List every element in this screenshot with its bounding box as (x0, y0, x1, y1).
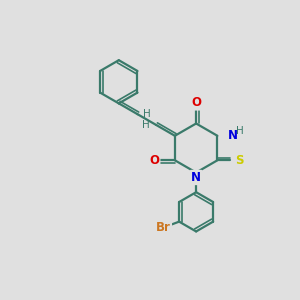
Text: N: N (228, 129, 238, 142)
Text: Br: Br (156, 221, 171, 234)
Text: N: N (191, 171, 201, 184)
Text: O: O (149, 154, 159, 167)
Text: S: S (235, 154, 243, 167)
Text: O: O (191, 96, 201, 110)
Text: H: H (142, 120, 150, 130)
Text: H: H (236, 126, 244, 136)
Text: H: H (143, 109, 151, 119)
